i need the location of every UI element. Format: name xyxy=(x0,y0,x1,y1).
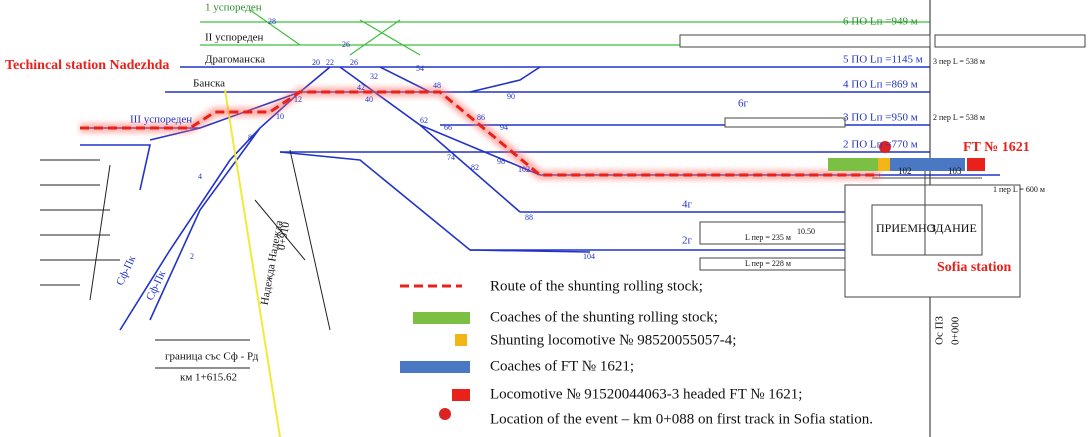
legend-text: Shunting locomotive № 98520055057-4; xyxy=(490,332,736,348)
vertical-label: Сф-Пк xyxy=(114,253,138,287)
platform xyxy=(935,35,1085,47)
switch-number: 54 xyxy=(416,64,424,73)
building-name: ЗДАНИЕ xyxy=(930,221,977,235)
legend-text: Locomotive № 91520044063-3 headed FT № 1… xyxy=(490,386,802,402)
switch-number: 8 xyxy=(248,133,252,142)
switch-number: 88 xyxy=(525,213,533,222)
track-label: 5 ПО Lп =1145 м xyxy=(843,54,923,66)
legend-text: Route of the shunting rolling stock; xyxy=(490,278,703,294)
platform xyxy=(725,118,845,127)
siding-length: L пер = 228 м xyxy=(745,259,791,268)
building-name: ПРИЕМНО xyxy=(876,221,936,235)
switch-number: 32 xyxy=(370,72,378,81)
track-label: Драгоманска xyxy=(205,54,265,66)
track-label: 2 ПО Lп =770 м xyxy=(843,139,918,151)
switch-number: 82 xyxy=(471,163,479,172)
ft-locomotive xyxy=(967,158,985,171)
siding-length: L пер = 235 м xyxy=(745,233,791,242)
switch-number: 26 xyxy=(350,58,358,67)
switch-number: 40 xyxy=(365,95,373,104)
track-label: 3 ПО Lп =950 м xyxy=(843,112,918,124)
vertical-label: Ос ПЗ xyxy=(934,315,946,345)
legend-text: Coaches of FT № 1621; xyxy=(490,358,634,374)
diagram: Techincal station Nadezhda Sofia station… xyxy=(0,0,1088,437)
switch-number: 42 xyxy=(357,83,365,92)
legend-icon xyxy=(439,408,451,420)
track-label: Банска xyxy=(193,78,225,90)
route-line xyxy=(80,92,880,175)
legend-swatch xyxy=(400,361,470,373)
legend-text: Location of the event – km 0+088 on firs… xyxy=(490,411,873,427)
switch-number: 98 xyxy=(497,157,505,166)
switch-number: 104 xyxy=(583,252,595,261)
green-tracks xyxy=(200,10,930,55)
track-label: 1 успореден xyxy=(205,2,262,14)
legend-swatch xyxy=(452,389,470,401)
length-label: 2 пер L = 538 м xyxy=(933,113,985,122)
room: 102 xyxy=(898,166,912,176)
length-label: 3 пер L = 538 м xyxy=(933,57,985,66)
siding-length: 10.50 xyxy=(797,227,815,236)
legend-text: Coaches of the shunting rolling stock; xyxy=(490,309,718,325)
track-label: 4 ПО Lп =869 м xyxy=(843,79,918,91)
switch-number: 66 xyxy=(444,123,452,132)
switch-number: 28 xyxy=(268,17,276,26)
switch-number: 12 xyxy=(294,95,302,104)
switch-number: 26 xyxy=(342,40,350,49)
sofia-station: Sofia station xyxy=(937,260,1012,275)
switch-number: 74 xyxy=(447,153,455,162)
shunting-locomotive xyxy=(878,158,890,171)
legend-swatch xyxy=(413,312,470,324)
switch-number: 22 xyxy=(326,58,334,67)
switch-number: 86 xyxy=(477,113,485,122)
platform xyxy=(680,35,930,47)
siding-label: 6г xyxy=(738,98,749,110)
switch-number: 2 xyxy=(190,252,194,261)
border-name: граница със Сф - Рд xyxy=(165,351,259,363)
switch-number: 48 xyxy=(433,81,441,90)
switch-number: 20 xyxy=(312,58,320,67)
switch-number: 62 xyxy=(420,116,428,125)
legend: Route of the shunting rolling stock; Coa… xyxy=(400,278,873,427)
siding-label: 2г xyxy=(682,235,693,247)
track-label: 6 ПО Lп =949 м xyxy=(843,16,918,28)
ft-label: FT № 1621 xyxy=(963,140,1030,155)
track-label: III успореден xyxy=(130,114,192,126)
switch-number: 4 xyxy=(198,172,202,181)
route-glow xyxy=(80,92,880,175)
switch-number: 102 xyxy=(518,165,530,174)
vertical-label: 0+000 xyxy=(950,316,962,345)
depot-tracks xyxy=(40,160,120,300)
switch-number: 94 xyxy=(500,123,508,132)
switch-number: 90 xyxy=(507,92,515,101)
legend-swatch xyxy=(455,334,467,346)
technical-station: Techincal station Nadezhda xyxy=(5,58,169,73)
room: 103 xyxy=(948,166,962,176)
siding-label: 4г xyxy=(682,199,693,211)
shunting-coaches xyxy=(828,158,878,171)
switch-number: 10 xyxy=(276,112,284,121)
route xyxy=(80,92,985,175)
border-km: км 1+615.62 xyxy=(180,372,237,384)
length-label: 1 пер L = 600 м xyxy=(993,185,1045,194)
track-label: II успореден xyxy=(205,32,264,44)
